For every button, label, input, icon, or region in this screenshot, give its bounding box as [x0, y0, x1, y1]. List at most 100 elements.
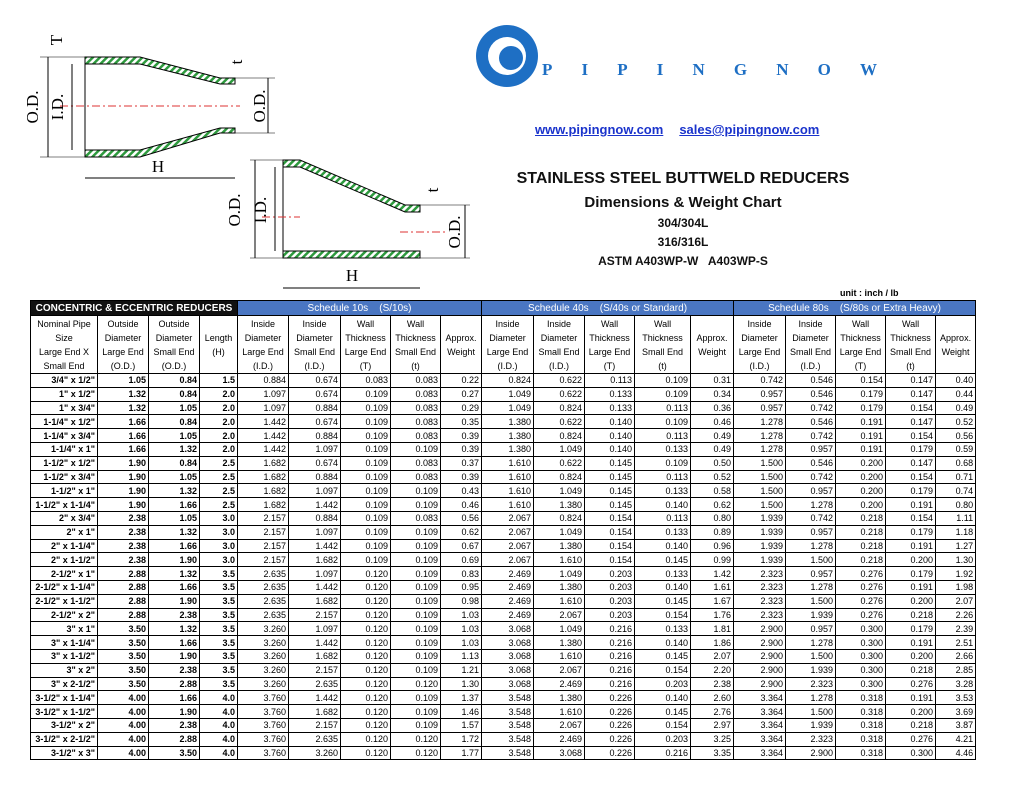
value-cell: 3.364 [733, 745, 787, 761]
value-cell: 2.157 [237, 538, 289, 554]
value-cell: 1.90 [97, 455, 149, 471]
value-cell: 0.083 [390, 469, 441, 485]
value-cell: 2.0 [199, 386, 238, 402]
column-header-line: Thickness [642, 332, 683, 343]
value-cell: 0.203 [584, 579, 636, 595]
value-cell: 0.109 [340, 400, 391, 416]
value-cell: 0.884 [288, 469, 341, 485]
value-cell: 1.32 [97, 386, 149, 402]
value-cell: 0.191 [885, 538, 937, 554]
value-cell: 0.203 [584, 593, 636, 609]
value-cell: 1.13 [439, 648, 483, 664]
column-header-line: (I.D.) [749, 360, 770, 371]
column-header-line: (t) [411, 360, 420, 371]
value-cell: 2.635 [237, 607, 289, 623]
value-cell: 0.226 [584, 745, 636, 761]
value-cell: 0.120 [340, 731, 391, 747]
size-cell: 2" x 1-1/2" [30, 552, 98, 568]
value-cell: 1.380 [533, 635, 586, 650]
value-cell: 3.364 [733, 690, 787, 706]
value-cell: 3.068 [533, 745, 586, 761]
value-cell: 0.109 [340, 428, 391, 443]
value-cell: 3.760 [237, 731, 289, 747]
value-cell: 0.218 [835, 538, 887, 554]
value-cell: 2.157 [237, 552, 289, 568]
group-header: Schedule 80s (S/80s or Extra Heavy) [733, 300, 977, 316]
website-link[interactable]: www.pipingnow.com [535, 122, 664, 137]
value-cell: 1.30 [439, 676, 483, 692]
value-cell: 1.442 [237, 428, 289, 443]
size-cell: 3-1/2" x 2" [30, 717, 98, 733]
group-header: Schedule 10s (S/10s) [236, 300, 483, 316]
value-cell: 1.097 [288, 483, 341, 499]
column-header-line: (T) [603, 360, 616, 371]
value-cell: 0.120 [340, 648, 391, 664]
table-row: 1-1/2" x 3/4" 1.90 1.05 2.5 1.682 0.884 0.109 0… [30, 469, 977, 485]
value-cell: 1.682 [288, 552, 341, 568]
value-cell: 0.742 [785, 469, 837, 485]
value-cell: 3.5 [199, 676, 238, 692]
value-cell: 1.05 [148, 469, 200, 485]
value-cell: 0.46 [690, 414, 735, 430]
column-header: Nominal Pipe Size Large End X Small End [30, 315, 98, 374]
value-cell: 0.154 [885, 510, 937, 526]
value-cell: 2.38 [97, 524, 149, 540]
size-cell: 2-1/2" x 1" [30, 566, 98, 581]
value-cell: 3.548 [481, 731, 535, 747]
value-cell: 1.610 [533, 704, 586, 719]
value-cell: 1.939 [733, 510, 787, 526]
size-cell: 3" x 1-1/2" [30, 648, 98, 664]
label-od-small: O.D. [250, 89, 269, 122]
column-header-line: Large End [738, 346, 781, 357]
value-cell: 0.145 [634, 552, 692, 568]
email-link[interactable]: sales@pipingnow.com [679, 122, 820, 137]
value-cell: 0.140 [584, 441, 636, 457]
value-cell: 1.86 [690, 635, 735, 650]
value-cell: 0.113 [634, 400, 692, 416]
value-cell: 1.66 [97, 441, 149, 457]
value-cell: 0.96 [690, 538, 735, 554]
grade: 316/316L [657, 235, 709, 249]
value-cell: 0.083 [390, 386, 441, 402]
value-cell: 0.147 [885, 455, 937, 471]
value-cell: 2.635 [237, 579, 289, 595]
value-cell: 2.323 [733, 566, 787, 581]
value-cell: 4.00 [97, 690, 149, 706]
column-header-line: Approx. [940, 332, 972, 343]
table-row: 1-1/2" x 1/2" 1.90 0.84 2.5 1.682 0.674 0.109 0… [30, 455, 977, 471]
value-cell: 3.548 [481, 745, 535, 761]
column-header: Inside Diameter Large End (I.D.) [481, 315, 535, 374]
value-cell: 0.22 [439, 373, 483, 388]
value-cell: 0.957 [785, 441, 837, 457]
column-header-line: Wall [901, 318, 920, 329]
column-header-line: Small End [538, 346, 580, 357]
value-cell: 0.200 [835, 469, 887, 485]
value-cell: 0.226 [584, 690, 636, 706]
title: STAINLESS STEEL BUTTWELD REDUCERS [516, 170, 850, 187]
value-cell: 0.200 [835, 483, 887, 499]
size-cell: 2" x 1" [30, 524, 98, 540]
value-cell: 3.50 [97, 676, 149, 692]
value-cell: 1.610 [533, 593, 586, 609]
value-cell: 1.11 [935, 510, 977, 526]
value-cell: 3.5 [199, 566, 238, 581]
table-row: 1" x 1/2" 1.32 0.84 2.0 1.097 0.674 0.109 0.083… [30, 386, 977, 402]
column-header-line: Diameter [296, 332, 333, 343]
value-cell: 1.03 [439, 607, 483, 623]
value-cell: 0.216 [584, 676, 636, 692]
value-cell: 0.113 [634, 428, 692, 443]
value-cell: 4.00 [97, 745, 149, 761]
column-header-row: Nominal Pipe Size Large End X Small End Outs… [30, 315, 977, 374]
value-cell: 0.109 [340, 524, 391, 540]
column-header-line: Large End [242, 346, 284, 357]
size-cell: 3-1/2" x 3" [30, 745, 98, 761]
value-cell: 0.674 [288, 455, 341, 471]
value-cell: 2.635 [288, 731, 341, 747]
value-cell: 2.07 [935, 593, 977, 609]
value-cell: 3.5 [199, 593, 238, 609]
column-header-line: Approx. [696, 332, 728, 343]
value-cell: 1.90 [148, 552, 200, 568]
value-cell: 3.260 [237, 676, 289, 692]
ecc-label-t-small: t [423, 187, 442, 192]
value-cell: 0.083 [390, 414, 441, 430]
